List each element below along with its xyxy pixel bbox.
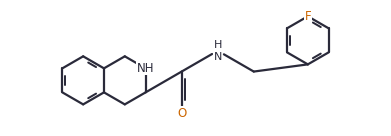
Text: O: O: [177, 107, 186, 120]
Text: NH: NH: [137, 62, 154, 75]
Text: H
N: H N: [213, 40, 222, 62]
Text: F: F: [305, 10, 311, 23]
